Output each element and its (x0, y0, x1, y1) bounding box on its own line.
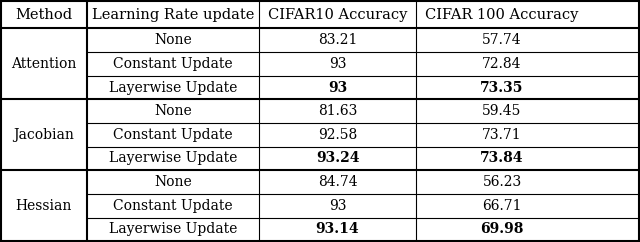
Text: 93.24: 93.24 (316, 151, 359, 166)
Text: CIFAR 100 Accuracy: CIFAR 100 Accuracy (426, 8, 579, 22)
Text: None: None (154, 175, 192, 189)
Text: 69.98: 69.98 (480, 222, 524, 236)
Text: 73.35: 73.35 (480, 81, 524, 95)
Text: Attention: Attention (11, 57, 77, 71)
Text: 92.58: 92.58 (318, 128, 357, 142)
Text: 73.84: 73.84 (480, 151, 524, 166)
Text: 72.84: 72.84 (483, 57, 522, 71)
Text: None: None (154, 33, 192, 47)
Text: 59.45: 59.45 (483, 104, 522, 118)
Text: 83.21: 83.21 (318, 33, 357, 47)
Text: 73.71: 73.71 (482, 128, 522, 142)
Text: Constant Update: Constant Update (113, 199, 233, 213)
Text: Layerwise Update: Layerwise Update (109, 151, 237, 166)
Text: Constant Update: Constant Update (113, 57, 233, 71)
Text: Method: Method (15, 8, 72, 22)
Text: Constant Update: Constant Update (113, 128, 233, 142)
Text: Learning Rate update: Learning Rate update (92, 8, 254, 22)
Text: 56.23: 56.23 (483, 175, 522, 189)
Text: Layerwise Update: Layerwise Update (109, 222, 237, 236)
Text: 84.74: 84.74 (317, 175, 357, 189)
Text: 81.63: 81.63 (318, 104, 357, 118)
Text: 93: 93 (329, 199, 346, 213)
Text: 57.74: 57.74 (482, 33, 522, 47)
Text: None: None (154, 104, 192, 118)
Text: Jacobian: Jacobian (13, 128, 74, 142)
Text: 93: 93 (329, 57, 346, 71)
Text: Layerwise Update: Layerwise Update (109, 81, 237, 95)
Text: Hessian: Hessian (15, 199, 72, 213)
Text: 93.14: 93.14 (316, 222, 360, 236)
Text: 93: 93 (328, 81, 347, 95)
Text: 66.71: 66.71 (483, 199, 522, 213)
Text: CIFAR10 Accuracy: CIFAR10 Accuracy (268, 8, 407, 22)
